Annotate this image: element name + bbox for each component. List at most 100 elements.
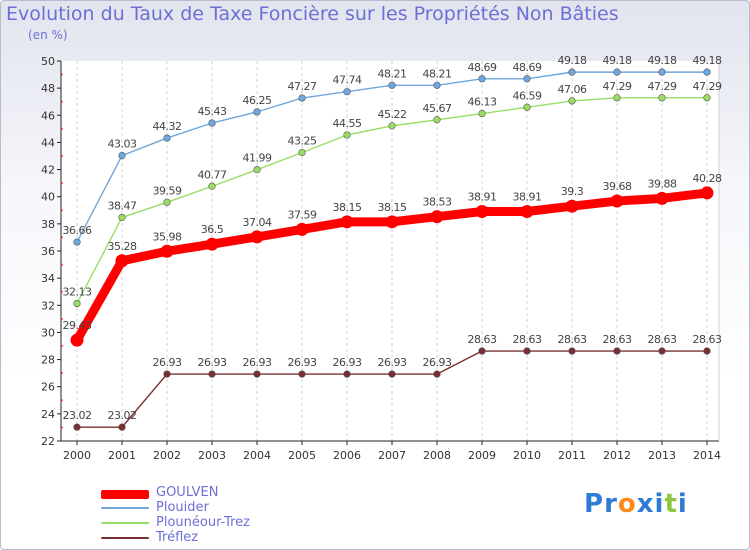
data-point (73, 299, 81, 308)
data-label: 41.99 (243, 152, 272, 165)
x-tick-label: 2005 (288, 449, 316, 462)
data-label: 36.5 (201, 223, 224, 236)
y-minor-mark (61, 263, 63, 266)
data-point (613, 347, 621, 355)
data-point (250, 230, 264, 244)
data-label: 28.63 (648, 333, 677, 346)
legend-swatch-treflez (101, 537, 149, 539)
data-label: 38.53 (423, 196, 452, 209)
data-point (208, 370, 216, 378)
data-point (208, 119, 216, 127)
data-label: 26.93 (378, 356, 407, 369)
data-label: 49.18 (558, 54, 587, 67)
data-label: 28.63 (513, 333, 542, 346)
data-label: 38.15 (378, 201, 407, 214)
data-point (565, 199, 579, 213)
data-label: 47.74 (333, 74, 362, 87)
x-tick-label: 2013 (648, 449, 676, 462)
proxiti-logo: Proxiti (584, 489, 688, 519)
logo-letter: i (677, 489, 688, 519)
data-point (388, 370, 396, 378)
data-point (478, 75, 486, 83)
data-point (70, 333, 84, 347)
logo-letter: t (664, 489, 678, 519)
data-point (433, 116, 441, 124)
x-tick-label: 2002 (153, 449, 181, 462)
data-point (430, 210, 444, 224)
y-tick-label: 40 (41, 191, 55, 204)
y-tick-label: 42 (41, 164, 55, 177)
data-label: 38.91 (468, 191, 497, 204)
logo-letter: i (654, 489, 665, 519)
y-tick-label: 50 (41, 55, 55, 68)
y-tick-label: 26 (41, 381, 55, 394)
y-tick-label: 48 (41, 82, 55, 95)
y-minor-mark (61, 317, 63, 320)
y-minor-mark (61, 127, 63, 130)
y-tick-label: 44 (41, 136, 55, 149)
y-minor-mark (61, 426, 63, 429)
y-minor-mark (61, 236, 63, 239)
data-point (700, 186, 714, 200)
data-label: 48.69 (468, 61, 497, 74)
data-label: 47.06 (558, 83, 587, 96)
data-label: 45.22 (378, 108, 407, 121)
data-label: 26.93 (198, 356, 227, 369)
data-point (343, 370, 351, 378)
data-label: 26.93 (423, 356, 452, 369)
legend-swatch-goulven (101, 490, 149, 499)
x-tick-label: 2008 (423, 449, 451, 462)
y-minor-mark (61, 209, 63, 212)
data-label: 35.28 (108, 240, 137, 253)
data-point (433, 370, 441, 378)
y-tick-label: 46 (41, 109, 55, 122)
data-point (73, 238, 81, 246)
data-label: 48.21 (423, 67, 452, 80)
data-point (298, 94, 306, 102)
data-label: 23.02 (108, 409, 137, 422)
y-tick-label: 22 (41, 435, 55, 448)
data-label: 38.91 (513, 191, 542, 204)
data-label: 43.25 (288, 135, 317, 148)
logo-letter: P (584, 489, 605, 519)
data-label: 39.88 (648, 177, 677, 190)
data-point (163, 134, 171, 142)
data-point (388, 122, 396, 130)
data-label: 35.98 (153, 230, 182, 243)
data-label: 32.13 (63, 286, 92, 299)
data-label: 39.59 (153, 184, 182, 197)
data-label: 44.55 (333, 117, 362, 130)
legend-label-plouneour-trez: Plounéour-Trez (156, 515, 250, 530)
data-label: 26.93 (243, 356, 272, 369)
logo-letter: x (636, 489, 655, 519)
data-point (703, 94, 711, 102)
data-point (478, 347, 486, 355)
logo-letter: o (617, 489, 637, 519)
data-point (568, 97, 576, 105)
data-point (253, 166, 261, 174)
data-point (163, 370, 171, 378)
data-label: 26.93 (333, 356, 362, 369)
legend-swatch-plouneour-trez (101, 522, 149, 524)
y-tick-label: 38 (41, 218, 55, 231)
data-point (613, 94, 621, 102)
data-point (160, 244, 174, 258)
data-point (658, 68, 666, 76)
data-point (523, 103, 531, 111)
legend-label-goulven: GOULVEN (156, 485, 219, 500)
legend-label-treflez: Tréflez (156, 530, 199, 545)
x-tick-label: 2011 (558, 449, 586, 462)
x-tick-label: 2004 (243, 449, 271, 462)
x-tick-label: 2003 (198, 449, 226, 462)
data-label: 46.25 (243, 94, 272, 107)
y-minor-mark (61, 100, 63, 103)
data-point (523, 75, 531, 83)
y-minor-mark (61, 182, 63, 185)
data-point (613, 68, 621, 76)
data-label: 45.43 (198, 105, 227, 118)
data-label: 47.29 (648, 80, 677, 93)
legend-swatch-plouider (101, 507, 149, 509)
data-point (295, 222, 309, 236)
